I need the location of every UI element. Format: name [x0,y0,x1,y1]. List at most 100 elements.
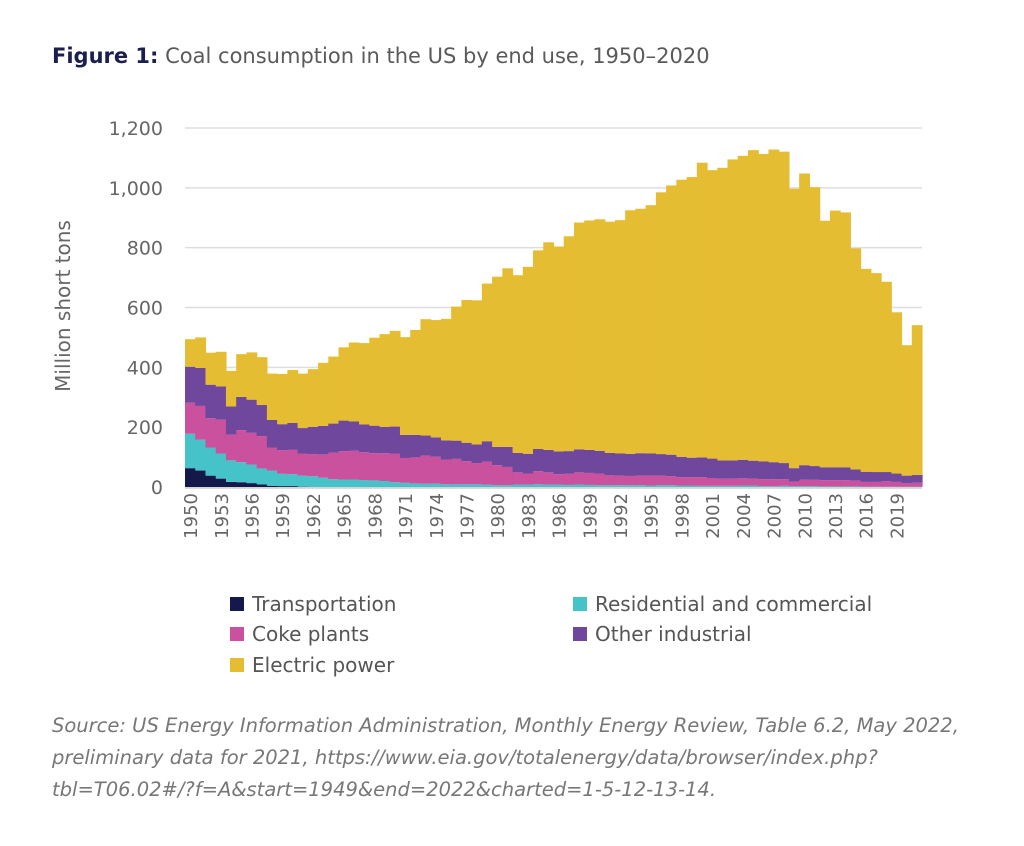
bar-segment-other-industrial-1998 [676,456,688,478]
bar-segment-other-industrial-1966 [348,421,360,451]
bar-segment-other-industrial-1996 [655,454,667,476]
bar-segment-coke-plants-2020 [901,483,913,487]
bar-segment-electric-power-2001 [707,170,718,459]
bar-segment-electric-power-1950 [185,339,196,367]
bar-segment-residential-and-commercial-1986 [553,484,565,487]
legend-label: Transportation [252,592,397,616]
bar-segment-residential-and-commercial-2000 [696,485,708,487]
bar-segment-residential-and-commercial-2015 [850,486,862,487]
bar-segment-residential-and-commercial-2006 [758,486,770,487]
bars [185,149,923,487]
bar-segment-residential-and-commercial-1968 [369,480,381,487]
bar-segment-residential-and-commercial-1951 [195,439,207,471]
bar-segment-residential-and-commercial-1956 [246,464,258,484]
legend-swatch [230,658,244,672]
bar-segment-electric-power-1971 [399,337,411,435]
bar-segment-coke-plants-1999 [686,477,698,486]
y-tick-label: 600 [127,298,163,320]
x-tick-label: 1992 [611,493,632,539]
bar-segment-other-industrial-1953 [215,386,227,420]
bar-segment-electric-power-1980 [492,276,503,447]
y-tick-label: 400 [127,357,163,379]
bar-segment-electric-power-2006 [758,154,770,462]
bar-segment-electric-power-1951 [195,337,207,368]
bar-segment-coke-plants-1991 [604,475,616,486]
bar-segment-electric-power-1998 [676,179,688,457]
bar-segment-electric-power-1969 [379,334,391,427]
bar-segment-residential-and-commercial-1965 [338,479,350,487]
bar-segment-coke-plants-1990 [594,473,606,486]
bar-segment-coke-plants-2000 [696,477,708,486]
bar-segment-other-industrial-2006 [758,461,770,480]
y-tick-label: 1,000 [109,178,163,200]
bar-segment-electric-power-1952 [205,352,217,385]
bar-segment-electric-power-1959 [277,373,288,425]
bar-segment-other-industrial-2013 [829,467,841,481]
bar-segment-residential-and-commercial-1983 [522,484,534,487]
bar-segment-coke-plants-2001 [707,478,718,486]
bar-segment-coke-plants-1986 [553,474,565,485]
bar-segment-residential-and-commercial-1999 [686,485,698,487]
bar-segment-other-industrial-1954 [225,406,237,435]
x-tick-label: 1962 [304,493,325,539]
bar-segment-residential-and-commercial-1979 [481,484,493,487]
bar-segment-other-industrial-1972 [410,434,422,458]
legend-residential-commercial: Residential and commercial [573,592,872,616]
bar-segment-residential-and-commercial-1958 [266,470,278,486]
x-tick-label: 1959 [273,493,294,539]
bar-segment-coke-plants-2021 [911,482,923,487]
bar-segment-residential-and-commercial-1955 [236,462,248,483]
bar-segment-residential-and-commercial-1987 [563,484,575,487]
x-tick-label: 1998 [673,493,694,539]
bar-segment-electric-power-1988 [573,222,585,450]
bar-segment-electric-power-1967 [359,343,370,425]
bar-segment-residential-and-commercial-1998 [676,485,688,487]
bar-segment-transportation-1954 [225,481,237,487]
bar-segment-other-industrial-2007 [768,462,780,480]
bar-segment-other-industrial-1974 [430,437,442,457]
bar-segment-residential-and-commercial-1974 [430,483,442,487]
bar-segment-residential-and-commercial-1950 [185,433,196,469]
bar-segment-electric-power-1989 [584,220,596,450]
bar-segment-electric-power-1976 [451,306,462,441]
bar-segment-electric-power-1990 [594,219,606,451]
bar-segment-coke-plants-1955 [236,430,248,463]
bar-segment-other-industrial-1999 [686,457,698,478]
bar-segment-other-industrial-1964 [328,423,340,453]
bar-segment-other-industrial-1952 [205,384,217,419]
bar-segment-other-industrial-1968 [369,425,381,454]
x-tick-label: 2007 [765,493,786,539]
bar-segment-other-industrial-2021 [911,475,923,483]
bar-segment-coke-plants-2015 [850,480,862,487]
bar-segment-other-industrial-1973 [420,435,432,456]
bar-segment-coke-plants-1974 [430,456,442,484]
legend-label: Coke plants [252,622,370,646]
title-text: Coal consumption in the US by end use, 1… [165,44,710,68]
bar-segment-other-industrial-1995 [645,453,657,476]
bar-segment-other-industrial-2015 [850,469,862,481]
bar-segment-electric-power-2013 [829,210,841,468]
bar-segment-coke-plants-1996 [655,475,667,486]
bar-segment-electric-power-2002 [717,167,729,461]
bar-segment-electric-power-1965 [338,347,350,421]
bar-segment-coke-plants-2007 [768,479,780,487]
bar-segment-other-industrial-1978 [471,444,483,464]
x-tick-label: 1971 [396,493,417,539]
bar-segment-other-industrial-2010 [799,465,811,480]
bar-segment-residential-and-commercial-1969 [379,481,391,487]
bar-segment-residential-and-commercial-1970 [389,482,401,487]
bar-segment-coke-plants-1987 [563,473,575,485]
bar-segment-residential-and-commercial-1953 [215,453,227,479]
bar-segment-other-industrial-2017 [870,472,882,482]
bar-segment-coke-plants-2008 [778,479,790,486]
bar-segment-electric-power-2005 [747,150,759,461]
bar-segment-coke-plants-1966 [348,450,360,480]
bar-segment-residential-and-commercial-1963 [318,477,329,487]
bar-segment-residential-and-commercial-1992 [614,485,626,487]
bar-segment-electric-power-1956 [246,352,258,400]
bar-segment-electric-power-1960 [287,370,299,423]
bar-segment-coke-plants-1969 [379,453,391,482]
bar-segment-coke-plants-2017 [870,481,882,487]
x-tick-label: 1974 [427,493,448,539]
bar-segment-electric-power-2014 [840,212,851,468]
